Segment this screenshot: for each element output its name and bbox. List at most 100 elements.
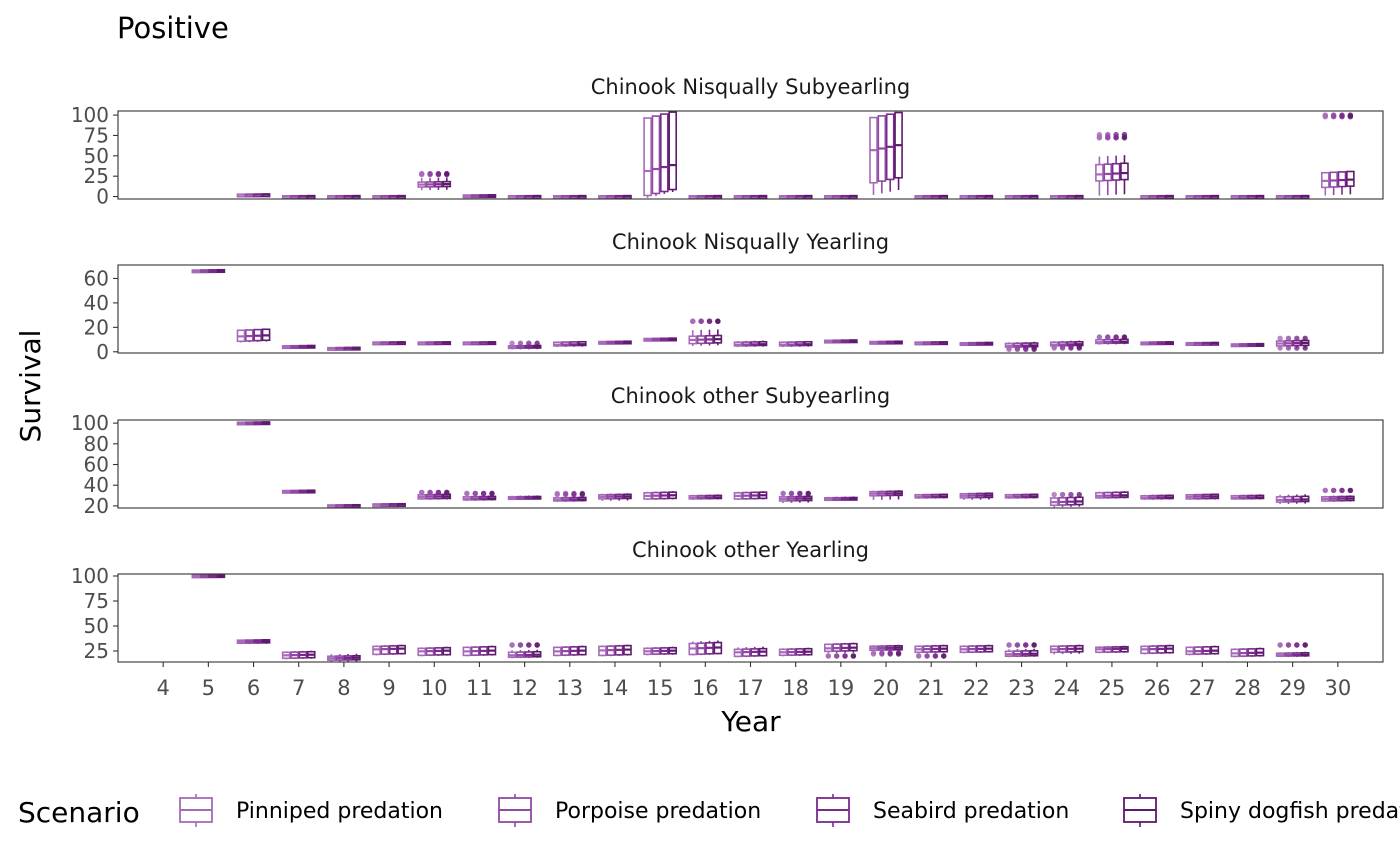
legend-item: Pinniped predation [179, 794, 443, 827]
x-tick-label: 24 [1053, 676, 1080, 700]
box [1275, 195, 1285, 200]
box [713, 194, 723, 199]
x-tick-label: 15 [647, 676, 674, 700]
box [343, 504, 353, 509]
box [479, 645, 488, 656]
box [1165, 644, 1174, 654]
box [1210, 194, 1220, 199]
box [253, 193, 263, 198]
box [660, 491, 669, 500]
outlier-point [1294, 335, 1300, 342]
outlier-point [842, 653, 848, 659]
box [298, 489, 308, 494]
outlier-point [1330, 487, 1337, 494]
box [1095, 646, 1104, 654]
box [1148, 645, 1158, 655]
box [507, 195, 517, 200]
box [750, 491, 759, 500]
box [1346, 112, 1355, 195]
box [417, 647, 427, 657]
box [922, 645, 932, 659]
outlier-point [1023, 642, 1029, 648]
outlier-point [780, 490, 786, 497]
outlier-point [1294, 642, 1300, 648]
box [1004, 195, 1014, 200]
box [869, 490, 878, 500]
box [849, 194, 858, 199]
box [803, 490, 813, 503]
panel-border [117, 419, 1384, 509]
box [462, 194, 472, 199]
outlier-point [489, 490, 495, 497]
box [352, 346, 361, 351]
box [742, 194, 751, 200]
box [959, 195, 969, 200]
box [1230, 494, 1240, 500]
outlier-point [1330, 113, 1337, 119]
box [614, 493, 624, 501]
box [651, 115, 661, 196]
box [199, 269, 209, 274]
box [1120, 131, 1129, 195]
box [643, 337, 652, 342]
box [877, 645, 887, 657]
panel-title: Chinook Nisqually Yearling [612, 230, 889, 254]
box [1238, 194, 1248, 200]
y-tick-label: 100 [71, 411, 109, 435]
legend-title: Scenario [18, 796, 140, 829]
box [253, 421, 263, 426]
box [1140, 341, 1149, 346]
box [660, 646, 669, 655]
box [705, 318, 714, 346]
box [569, 194, 579, 200]
box [261, 639, 271, 644]
x-tick-label: 26 [1144, 676, 1171, 700]
x-tick-label: 21 [918, 676, 945, 700]
box [1103, 646, 1113, 654]
box [885, 340, 895, 345]
outlier-point [788, 490, 795, 497]
box [507, 642, 517, 659]
box [931, 341, 940, 346]
outlier-point [534, 340, 540, 346]
box [643, 117, 652, 198]
box [660, 337, 669, 342]
box [569, 645, 579, 656]
box [832, 339, 841, 344]
box [750, 340, 759, 347]
box [1300, 642, 1310, 657]
box [1120, 334, 1129, 345]
box [516, 340, 525, 350]
box [931, 194, 940, 200]
outlier-point [1347, 113, 1354, 119]
box [967, 645, 977, 654]
outlier-point [825, 653, 832, 659]
box [380, 341, 390, 346]
outlier-point [554, 491, 560, 498]
box [959, 645, 969, 654]
outlier-point [427, 489, 433, 496]
box [614, 340, 624, 345]
box [931, 493, 940, 499]
box [208, 574, 217, 579]
box [688, 318, 698, 347]
box [380, 194, 390, 200]
box [1066, 194, 1076, 200]
box [1013, 194, 1022, 200]
box [372, 503, 381, 508]
box [1247, 194, 1256, 200]
box [803, 340, 813, 347]
box [552, 646, 562, 657]
outlier-point [1339, 487, 1345, 494]
box [306, 489, 316, 494]
box [849, 339, 858, 344]
box [598, 493, 607, 501]
box [959, 492, 969, 500]
box [236, 639, 246, 645]
y-tick-label: 40 [84, 473, 109, 497]
box [914, 195, 923, 200]
box [885, 644, 895, 657]
outlier-point [1277, 335, 1283, 342]
outlier-point [690, 318, 696, 324]
outlier-point [464, 490, 470, 497]
